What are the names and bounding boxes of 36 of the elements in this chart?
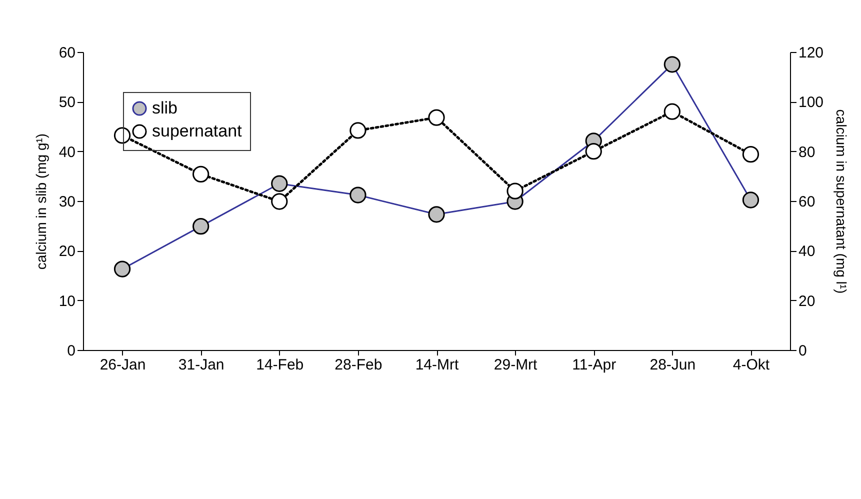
y2-tick-label: 100 — [798, 94, 824, 112]
point — [428, 109, 445, 126]
y-tick-label: 50 — [58, 94, 76, 112]
y-tick-label: 0 — [67, 342, 76, 360]
x-tick-label: 14-Feb — [256, 356, 304, 374]
x-tick-label: 29-Mrt — [494, 356, 538, 374]
y2-tick-label: 20 — [798, 292, 816, 310]
x-tick-label: 4-Okt — [732, 356, 770, 374]
point — [664, 103, 680, 120]
x-tick-label: 11-Apr — [572, 356, 616, 374]
legend-label: slib — [152, 98, 178, 118]
y-tick-label: 60 — [58, 44, 76, 62]
y2-tick-label: 80 — [798, 144, 816, 161]
y2-tick-label: 120 — [798, 44, 824, 62]
y-tick-label: 20 — [58, 243, 76, 260]
y-tick-label: 30 — [58, 194, 76, 210]
y2-tick-label: 40 — [798, 243, 816, 260]
y2-tick-label: 60 — [798, 194, 816, 210]
legend-label: supernatant — [152, 122, 242, 140]
point — [350, 122, 366, 139]
x-tick-label: 14-Mrt — [415, 356, 460, 374]
y2-axis-title: calcium in supernatant (mg l¹) — [834, 109, 850, 294]
x-tick-label: 31-Jan — [178, 356, 224, 374]
y-tick-label: 40 — [58, 144, 76, 161]
x-tick-label: 28-Jun — [650, 356, 696, 374]
point — [192, 166, 210, 182]
point — [114, 127, 131, 144]
y-axis-title: calcium in slib (mg g¹) — [32, 133, 49, 270]
y-tick-label: 10 — [58, 292, 76, 310]
y2-tick-label: 0 — [798, 342, 807, 360]
point — [585, 143, 602, 160]
point — [271, 193, 288, 210]
x-tick-label: 26-Jan — [100, 356, 146, 374]
point — [506, 182, 524, 200]
point — [742, 146, 760, 163]
x-tick-label: 28-Feb — [334, 356, 382, 374]
